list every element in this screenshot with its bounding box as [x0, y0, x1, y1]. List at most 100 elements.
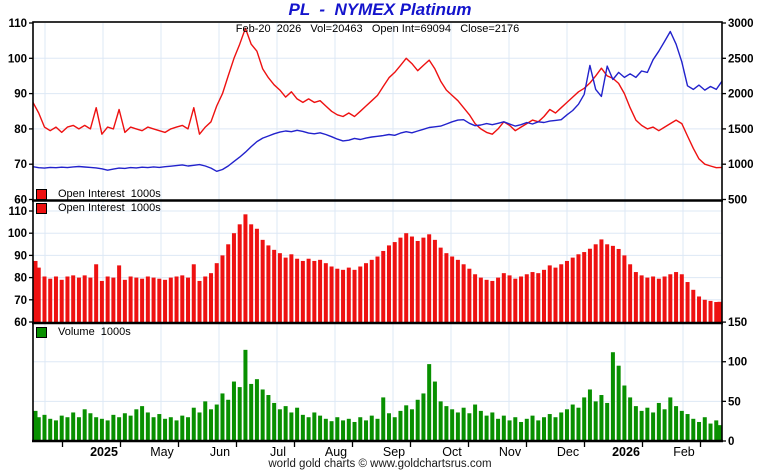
volume-bar	[157, 414, 162, 441]
volume-bar	[76, 417, 81, 441]
open-interest-bar	[542, 269, 547, 323]
volume-bar	[53, 420, 58, 441]
open-interest-bar	[289, 254, 294, 323]
open-interest-bar	[352, 269, 357, 323]
open-interest-bar	[186, 277, 191, 323]
volume-bar	[490, 412, 495, 441]
open-interest-bar	[450, 256, 455, 323]
volume-bar	[289, 412, 294, 441]
open-interest-swatch-icon	[36, 203, 47, 214]
price-line	[32, 30, 723, 172]
open-interest-bar	[329, 266, 334, 323]
open-interest-bar	[36, 267, 41, 323]
open-interest-bar	[128, 276, 133, 323]
p2-left-tick-label: 80	[14, 273, 27, 285]
open-interest-bar	[203, 276, 208, 323]
volume-bar	[277, 409, 282, 441]
p1-left-tick-label: 100	[8, 53, 27, 65]
open-interest-bar	[421, 237, 426, 323]
volume-bar	[645, 407, 650, 441]
open-interest-bar	[461, 264, 466, 323]
volume-bar	[369, 415, 374, 441]
volume-bar	[94, 417, 99, 441]
p2-left-tick-label: 90	[14, 250, 27, 262]
x-axis-label: Sep	[383, 445, 405, 459]
x-axis-label: 2026	[612, 445, 640, 459]
volume-bar	[484, 415, 489, 441]
volume-bar	[42, 414, 47, 441]
open-interest-bar	[335, 268, 340, 323]
volume-bar	[203, 401, 208, 441]
volume-bar	[163, 418, 168, 441]
p3-right-tick-label: 0	[728, 436, 734, 448]
volume-bar	[266, 395, 271, 441]
volume-bar	[444, 406, 449, 441]
volume-bar	[524, 418, 529, 441]
open-interest-bar	[358, 266, 363, 323]
volume-bar	[59, 415, 64, 441]
volume-bar	[656, 402, 661, 441]
volume-bar	[553, 417, 558, 441]
open-interest-bar	[260, 239, 265, 323]
open-interest-bar	[392, 242, 397, 323]
open-interest-bar	[191, 264, 196, 323]
volume-bar	[295, 407, 300, 441]
volume-bar	[616, 365, 621, 441]
open-interest-bar	[702, 299, 707, 323]
open-interest-bar	[231, 233, 236, 323]
open-interest-bar	[455, 259, 460, 323]
open-interest-bar	[409, 236, 414, 323]
volume-bar	[346, 418, 351, 441]
open-interest-bar	[266, 245, 271, 323]
volume-bar	[708, 423, 713, 441]
p1-left-tick-label: 110	[8, 18, 27, 30]
open-interest-bar	[76, 277, 81, 323]
p2-left-tick-label: 100	[8, 228, 27, 240]
volume-bar	[668, 397, 673, 441]
open-interest-bar	[272, 249, 277, 323]
open-interest-bar	[633, 272, 638, 323]
open-interest-bar	[105, 276, 110, 323]
open-interest-bar	[117, 265, 122, 323]
volume-bar	[685, 414, 690, 441]
p1-right-tick-label: 500	[728, 195, 747, 207]
volume-bar	[122, 413, 127, 441]
open-interest-bar	[283, 257, 288, 323]
p1-right-tick-label: 3000	[728, 18, 754, 30]
volume-bar	[587, 389, 592, 441]
volume-bar	[329, 421, 334, 441]
volume-bar	[697, 421, 702, 441]
volume-bar	[409, 409, 414, 441]
open-interest-bar	[174, 276, 179, 323]
volume-bar	[128, 415, 133, 441]
open-interest-bar	[82, 275, 87, 323]
volume-bar	[65, 417, 70, 441]
open-interest-bar	[519, 276, 524, 323]
volume-bar	[168, 417, 173, 441]
open-interest-bar	[254, 228, 259, 323]
x-axis-label: Jun	[210, 445, 230, 459]
volume-bar	[628, 397, 633, 441]
open-interest-bar	[547, 265, 552, 323]
volume-bar	[542, 417, 547, 441]
volume-bar	[186, 417, 191, 441]
volume-bar	[134, 409, 139, 441]
open-interest-bar	[122, 279, 127, 323]
chart-title: PL - NYMEX Platinum	[288, 0, 472, 19]
open-interest-bar	[576, 254, 581, 323]
open-interest-bar	[53, 276, 58, 323]
volume-bar	[432, 381, 437, 441]
open-interest-bar	[42, 276, 47, 323]
volume-bar	[398, 410, 403, 441]
volume-bar	[254, 379, 259, 441]
open-interest-bar	[99, 280, 104, 323]
open-interest-bar	[536, 273, 541, 323]
p1-right-tick-label: 1500	[728, 124, 754, 136]
volume-bar	[117, 417, 122, 441]
volume-bar	[593, 401, 598, 441]
open-interest-bar	[507, 275, 512, 323]
volume-bar	[610, 352, 615, 441]
open-interest-bar	[157, 278, 162, 323]
volume-bar	[341, 420, 346, 441]
p1-right-tick-label: 2500	[728, 53, 754, 65]
